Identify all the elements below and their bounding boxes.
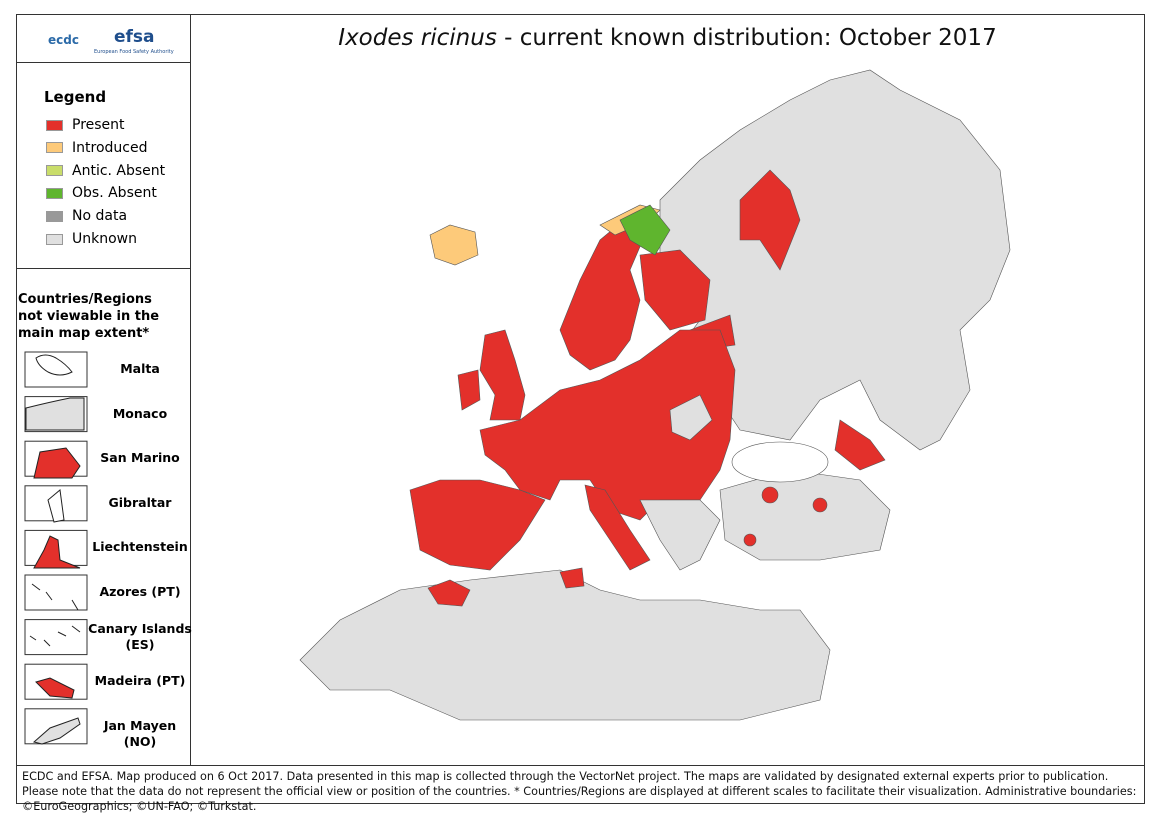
inset-shape (31, 583, 79, 611)
inset-label: Madeira (PT) (94, 673, 186, 689)
legend-swatch (46, 210, 63, 222)
region-present (739, 169, 801, 271)
inset-frame (24, 574, 88, 611)
iceland (429, 224, 479, 266)
footer-box (16, 765, 1145, 804)
turkey (719, 469, 891, 561)
inset-shapes (24, 351, 88, 745)
inset-shape (33, 447, 81, 479)
legend-label: Introduced (72, 139, 148, 156)
ecdc-logo: ecdc (48, 33, 79, 47)
legend-item: Introduced (46, 140, 147, 156)
inset-label: San Marino (100, 450, 180, 466)
inset-shape (32, 717, 81, 745)
legend-item: Unknown (46, 231, 137, 247)
legend-item: No data (46, 208, 127, 224)
efsa-subtitle: European Food Safety Authority (94, 49, 174, 55)
unknown-east (669, 394, 713, 441)
inset-label: Gibraltar (108, 494, 172, 510)
region-present (559, 567, 585, 589)
inset-title: Countries/Regions not viewable in the ma… (18, 292, 160, 341)
legend-item: Obs. Absent (46, 185, 157, 201)
north-africa (299, 569, 831, 721)
inset-label: Monaco (112, 405, 168, 421)
scandinavia (559, 214, 646, 371)
inset-shape (35, 354, 73, 376)
inset-label: Jan Mayen (NO) (103, 717, 177, 749)
title-rest: - current known distribution: October 20… (496, 25, 997, 51)
region-present (743, 533, 757, 547)
inset-shape (35, 677, 75, 699)
inset-label: Malta (120, 361, 160, 376)
legend-item: Present (46, 117, 125, 133)
iberia (409, 479, 546, 571)
legend-item: Antic. Absent (46, 163, 165, 179)
region-present (761, 486, 779, 504)
inset-shape (47, 489, 65, 523)
legend-swatch (46, 187, 63, 199)
legend-title: Legend (44, 88, 107, 106)
inset-shape (25, 397, 85, 431)
legend-swatch (46, 142, 63, 154)
finland-north (619, 204, 671, 256)
title: Ixodes ricinus - current known distribut… (190, 14, 1145, 62)
balkans (639, 499, 721, 571)
ireland (457, 369, 481, 411)
black-sea (731, 441, 829, 483)
legend-label: No data (72, 208, 128, 225)
inset-frame (24, 619, 88, 656)
inset-shape (29, 625, 81, 647)
map (299, 69, 1011, 721)
inset-shape (33, 535, 81, 569)
title-species: Ixodes ricinus (338, 25, 497, 51)
italy (584, 484, 651, 571)
legend-swatch (46, 119, 63, 131)
legend-label: Present (72, 117, 125, 133)
region-present (427, 579, 471, 607)
legend-swatch (46, 165, 63, 177)
legend-label: Unknown (72, 231, 137, 247)
legend-label: Antic. Absent (72, 162, 166, 179)
legend-label: Obs. Absent (72, 185, 157, 202)
inset-label: Canary Islands (ES) (88, 620, 192, 652)
finland-south (639, 249, 711, 331)
caucasus (834, 419, 886, 471)
inset-label: Azores (PT) (99, 584, 181, 599)
region-present (812, 497, 828, 513)
footer: ECDC and EFSA. Map produced on 6 Oct 201… (22, 770, 1137, 813)
efsa-logo: efsa (114, 27, 155, 47)
inset-label: Liechtenstein (92, 539, 188, 555)
great-britain (479, 329, 526, 421)
legend-swatch (46, 233, 63, 245)
